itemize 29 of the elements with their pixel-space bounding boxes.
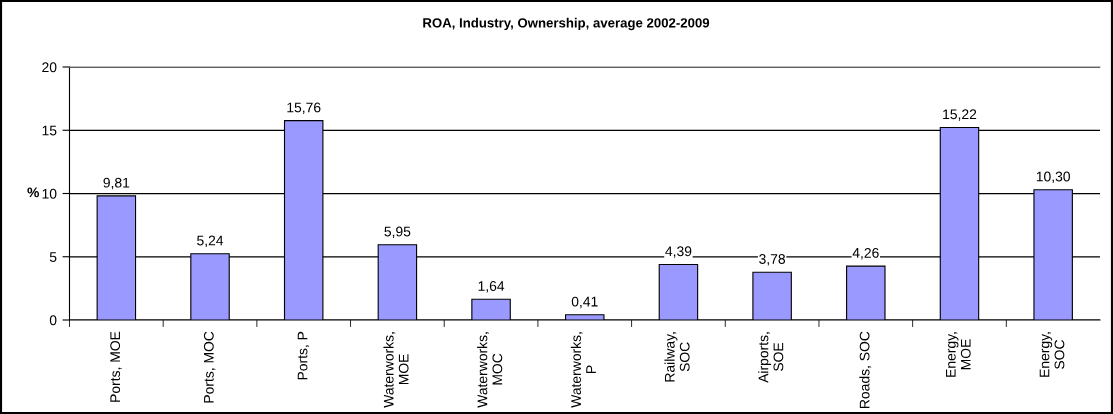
y-tick-label: 15 [42,125,57,136]
x-tick-label: Waterworks, MOE [383,332,409,408]
x-tick-label: Airports, SOE [758,332,784,383]
x-tick-label: Waterworks, P [570,332,596,408]
x-tick-label: Railway, SOC [664,332,690,382]
x-tick-label: Ports, MOE [110,331,122,402]
x-tick-label: Energy, MOE [946,332,971,377]
data-label: 10,30 [1036,171,1070,184]
data-label: 1,64 [478,281,505,293]
data-label: 15,76 [287,102,321,114]
y-axis-title: % [27,187,40,198]
x-tick-label: Ports, MOC [203,331,216,403]
x-tick-label: Roads, SOC [859,331,872,408]
x-tick-label: Energy, SOC [1039,332,1065,377]
y-tick-label: 20 [42,62,57,73]
chart-title: ROA, Industry, Ownership, average 2002-2009 [423,17,710,31]
y-tick-label: 0 [49,315,57,326]
data-label: 0,41 [571,296,598,309]
x-tick-label: Ports, P [297,331,310,380]
x-tick-label: Waterworks, MOC [477,332,503,408]
data-label: 4,26 [852,247,879,260]
data-label: 3,78 [759,254,786,266]
data-label: 4,39 [665,246,692,258]
data-label: 5,95 [384,226,411,239]
y-tick-label: 5 [49,252,57,262]
data-label: 5,24 [197,235,224,248]
y-tick-label: 10 [42,188,57,199]
data-label: 9,81 [103,177,130,190]
data-label: 15,22 [943,109,977,121]
